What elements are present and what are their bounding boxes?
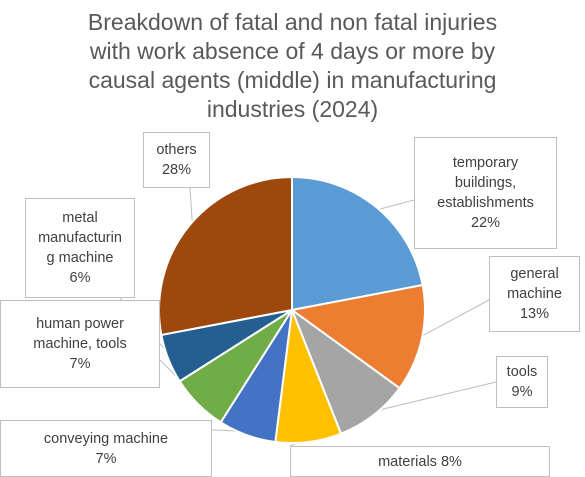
leader-line	[370, 381, 497, 413]
data-label: temporary buildings, establishments 22%	[414, 137, 557, 249]
data-label-line: 22%	[470, 215, 501, 231]
data-label-line: buildings,	[454, 175, 517, 191]
data-label: human power machine, tools 7%	[0, 300, 160, 388]
chart-title-line: causal agents (middle) in manufacturing	[88, 67, 497, 93]
chart-title: Breakdown of fatal and non fatal injurie…	[40, 8, 545, 124]
leader-line	[417, 299, 490, 339]
data-label-line: human power	[36, 316, 124, 332]
data-label-line: materials 8%	[378, 453, 462, 470]
data-label-line: 6%	[69, 270, 91, 286]
data-label-line: temporary	[452, 155, 519, 171]
data-label-line: manufacturin	[38, 230, 122, 246]
pie-slice	[158, 175, 293, 337]
data-label-line: conveying machine	[43, 430, 169, 447]
data-label: others 28%	[143, 132, 210, 188]
data-label-line: machine, tools	[33, 336, 127, 352]
data-label: tools 9%	[496, 356, 548, 408]
data-label-line: g machine	[46, 250, 114, 266]
data-label-line: machine	[507, 286, 562, 302]
pie-slice	[291, 175, 424, 312]
data-label-line: general	[510, 266, 559, 282]
data-label-line: 28%	[161, 162, 192, 178]
data-label-line: 13%	[519, 306, 550, 322]
chart-title-line: Breakdown of fatal and non fatal injurie…	[87, 9, 498, 35]
chart-title-line: industries (2024)	[206, 96, 379, 122]
chart-title-line: with work absence of 4 days or more by	[89, 38, 496, 64]
data-label-line: others	[156, 142, 197, 158]
data-label: metal manufacturin g machine 6%	[25, 198, 135, 298]
data-label: general machine 13%	[489, 256, 580, 332]
data-label-line: establishments	[437, 195, 534, 211]
data-label-line: 7%	[69, 356, 91, 372]
data-label: materials 8%	[290, 446, 550, 477]
data-label-line: 7%	[95, 450, 117, 467]
data-label-line: metal	[62, 210, 98, 226]
data-label-line: tools	[506, 364, 538, 380]
data-label: conveying machine 7%	[0, 420, 212, 477]
data-label-line: 9%	[511, 384, 533, 400]
leader-line	[374, 199, 415, 212]
pie-slice	[289, 283, 426, 390]
